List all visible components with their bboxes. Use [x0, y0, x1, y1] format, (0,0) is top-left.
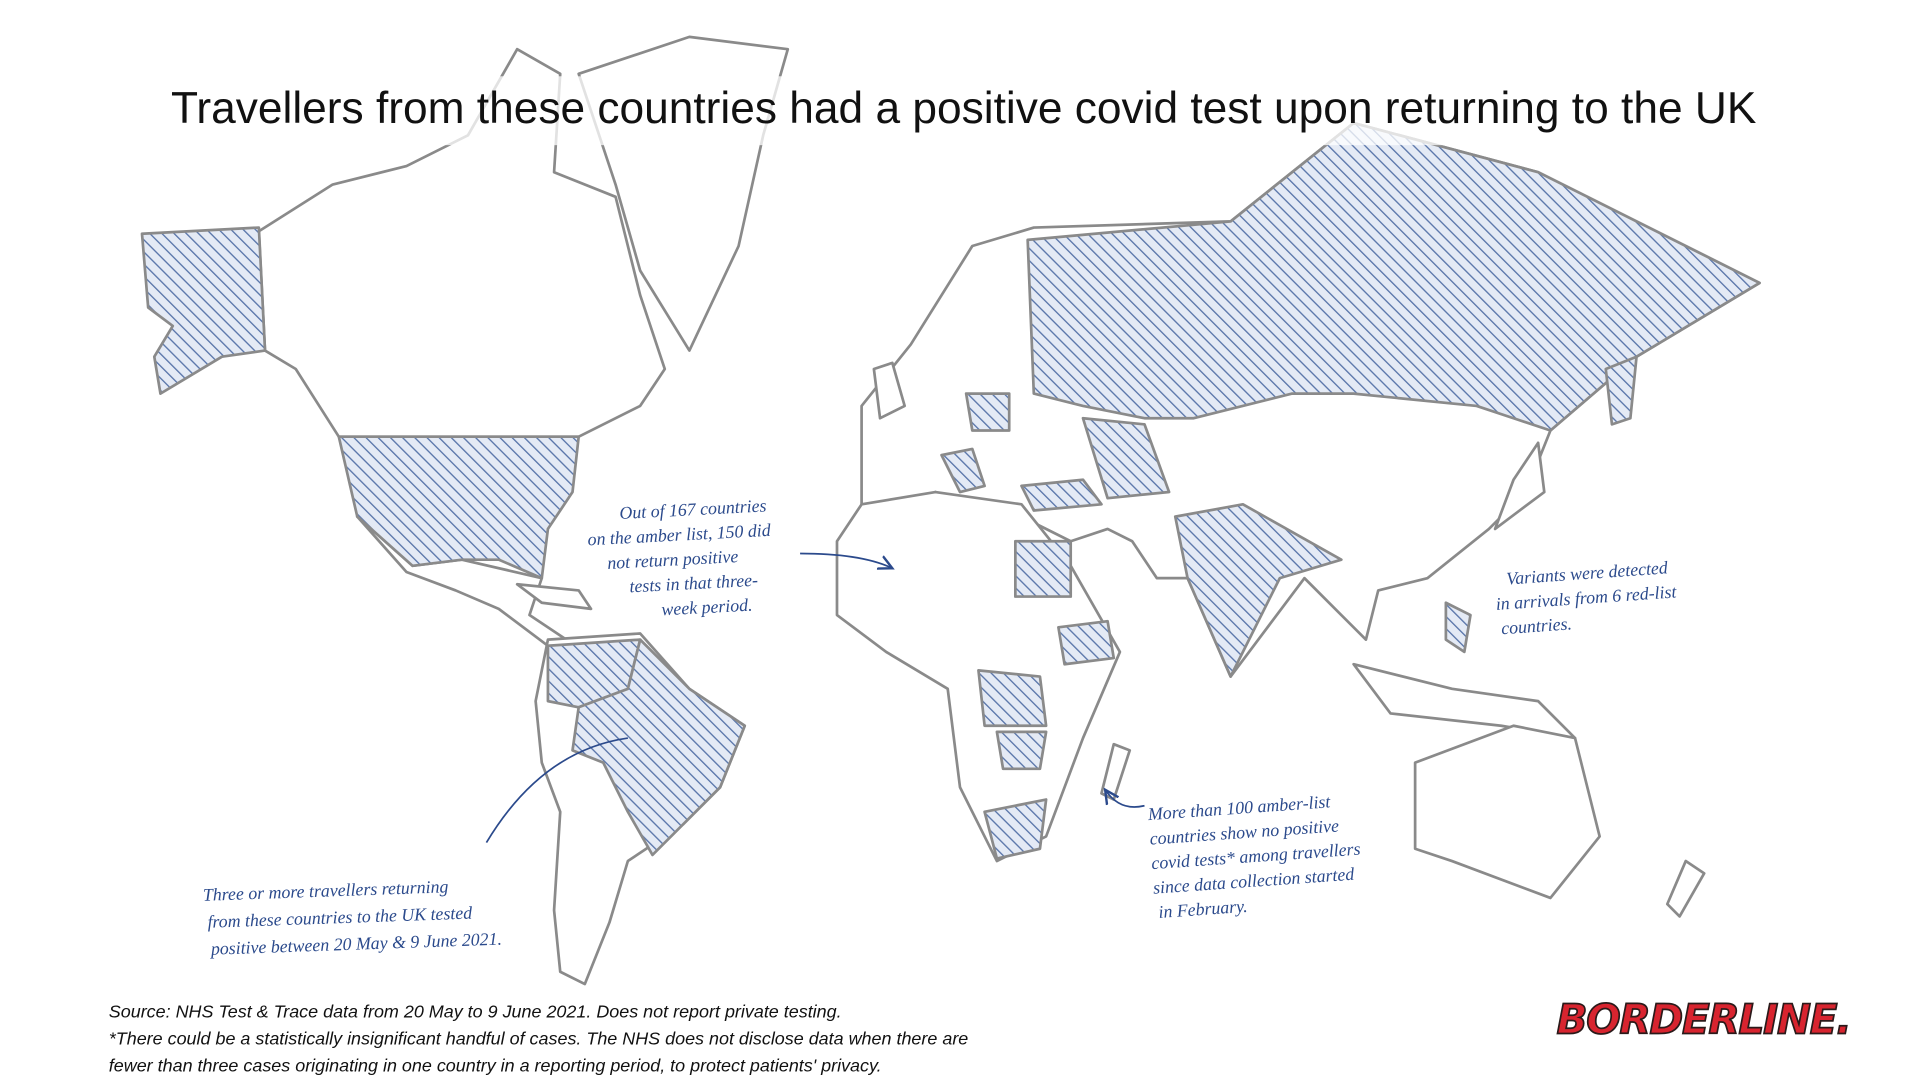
- iran-pakistan: [1081, 416, 1171, 500]
- title-band: [76, 76, 1844, 146]
- annotation-line: week period.: [661, 595, 753, 620]
- south-africa: [983, 798, 1048, 860]
- annotation-line: countries.: [1500, 613, 1572, 638]
- annotation-line: tests in that three-: [629, 570, 759, 597]
- canada: [257, 47, 667, 439]
- japan: [1493, 441, 1546, 531]
- annotation-amber: Out of 167 countries on the amber list, …: [587, 495, 771, 620]
- logo: BORDERLINE.: [1557, 995, 1851, 1043]
- annotation-line: Three or more travellers returning: [203, 876, 449, 905]
- usa: [337, 435, 581, 580]
- annotation-variants: Variants were detected in arrivals from …: [1495, 557, 1678, 638]
- philippines: [1444, 601, 1472, 654]
- new-zealand: [1665, 859, 1706, 918]
- alaska: [140, 226, 267, 395]
- arrow: [800, 552, 892, 569]
- zambia: [995, 730, 1048, 771]
- russia: [1026, 121, 1761, 432]
- ethiopia: [1057, 619, 1116, 666]
- annotation-three: Three or more travellers returning from …: [203, 876, 503, 959]
- title: Travellers from these countries had a po…: [171, 84, 1757, 133]
- annotation-line: on the amber list, 150 did: [587, 520, 771, 550]
- indonesia: [1352, 662, 1577, 740]
- annotation-line: positive between 20 May & 9 June 2021.: [209, 929, 503, 959]
- egypt: [1014, 539, 1073, 598]
- caribbean: [515, 582, 593, 611]
- uk: [872, 361, 906, 420]
- source-line: Source: NHS Test & Trace data from 20 Ma…: [109, 1001, 842, 1021]
- world-map: [140, 35, 1761, 986]
- italy-balkans: [940, 447, 986, 494]
- turkey-region: [1020, 478, 1103, 512]
- arrow: [485, 737, 629, 844]
- drc: [977, 669, 1048, 728]
- annotation-line: in February.: [1158, 896, 1248, 922]
- india: [1173, 502, 1343, 678]
- annotation-line: Out of 167 countries: [619, 495, 767, 523]
- kamchatka: [1604, 355, 1638, 426]
- annotation-line: from these countries to the UK tested: [207, 903, 472, 932]
- brazil: [571, 638, 747, 857]
- arrow: [1105, 790, 1145, 808]
- annotation-line: not return positive: [607, 546, 739, 573]
- source-line: fewer than three cases originating in on…: [109, 1055, 882, 1075]
- australia: [1413, 724, 1601, 900]
- ukraine-region: [964, 392, 1011, 432]
- source-line: *There could be a statistically insignif…: [109, 1028, 969, 1048]
- annotation-hundred: More than 100 amber-list countries show …: [1146, 791, 1361, 922]
